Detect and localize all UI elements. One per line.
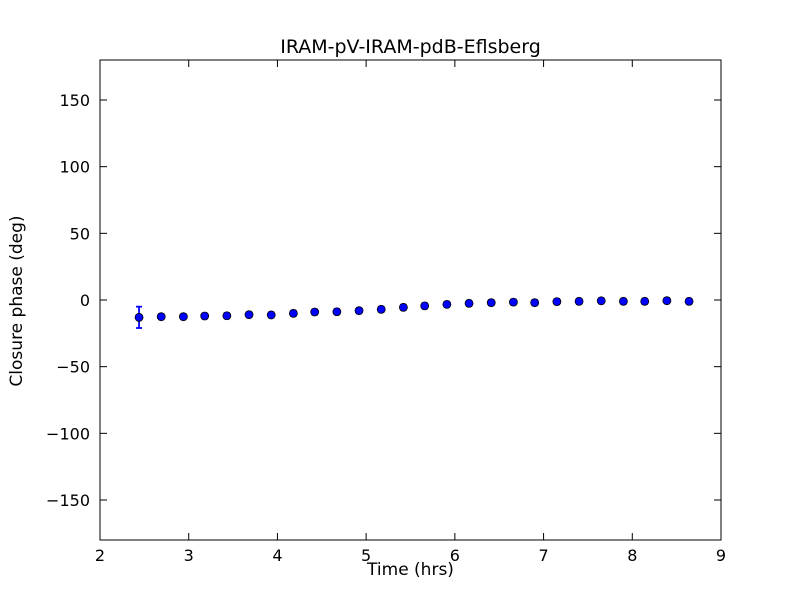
data-point bbox=[486, 298, 496, 308]
x-axis-label: Time (hrs) bbox=[367, 560, 454, 580]
data-point bbox=[640, 296, 650, 306]
data-point bbox=[619, 296, 628, 306]
data-point bbox=[376, 304, 386, 314]
data-point bbox=[156, 312, 166, 322]
x-tick-label: 3 bbox=[184, 546, 194, 565]
y-tick-label: 50 bbox=[70, 224, 90, 243]
y-tick-label: −100 bbox=[46, 424, 90, 443]
data-point bbox=[442, 299, 452, 309]
data-point bbox=[332, 307, 342, 317]
x-tick-label: 2 bbox=[95, 546, 105, 565]
y-tick-label: 0 bbox=[80, 291, 90, 310]
data-point bbox=[310, 307, 320, 317]
data-point bbox=[574, 296, 584, 306]
x-tick-label: 7 bbox=[538, 546, 548, 565]
data-point bbox=[244, 310, 254, 320]
y-axis-label: Closure phase (deg) bbox=[7, 215, 27, 387]
data-point bbox=[420, 301, 430, 311]
data-point bbox=[222, 311, 232, 321]
x-tick-label: 9 bbox=[716, 546, 726, 565]
data-point bbox=[266, 310, 276, 320]
data-point bbox=[178, 312, 188, 322]
y-tick-label: −150 bbox=[46, 491, 90, 510]
x-tick-label: 8 bbox=[627, 546, 637, 565]
x-tick-label: 6 bbox=[450, 546, 460, 565]
data-point bbox=[530, 298, 540, 308]
data-point bbox=[464, 298, 474, 308]
y-tick-label: −50 bbox=[56, 358, 90, 377]
data-point bbox=[509, 297, 518, 307]
data-point bbox=[200, 311, 210, 321]
data-point bbox=[354, 306, 364, 316]
y-tick-label: 100 bbox=[59, 158, 90, 177]
y-tick-label: 150 bbox=[59, 91, 90, 110]
data-point bbox=[288, 308, 298, 318]
data-point bbox=[134, 312, 144, 322]
data-point bbox=[684, 296, 694, 306]
chart-title: IRAM-pV-IRAM-pdB-Eflsberg bbox=[280, 36, 541, 58]
data-point bbox=[552, 297, 562, 307]
data-point bbox=[662, 296, 672, 306]
data-point bbox=[596, 296, 606, 306]
x-tick-label: 4 bbox=[272, 546, 282, 565]
data-point bbox=[399, 302, 408, 312]
x-tick-label: 5 bbox=[361, 546, 371, 565]
axes-frame bbox=[99, 59, 722, 541]
